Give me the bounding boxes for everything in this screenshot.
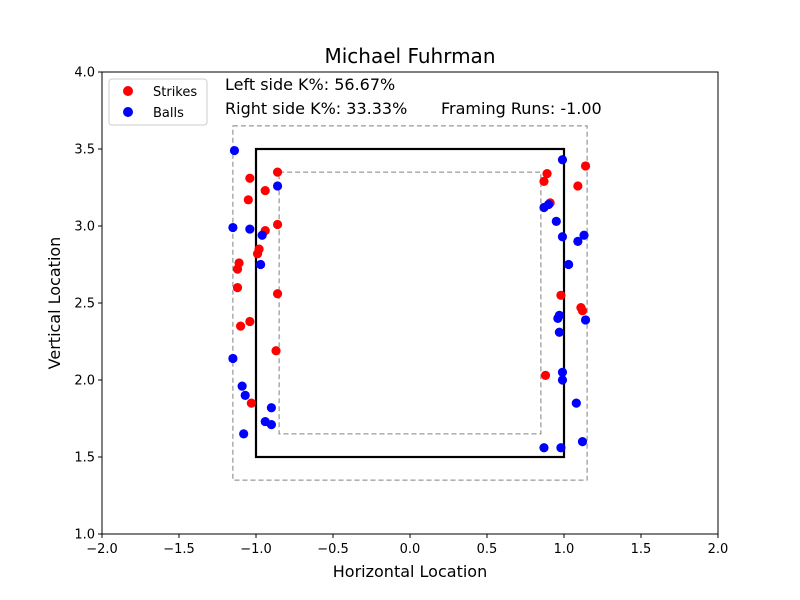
strike-point bbox=[577, 306, 588, 316]
ball-point bbox=[266, 420, 276, 430]
pitch-points bbox=[228, 145, 591, 453]
ball-point bbox=[228, 353, 238, 364]
strike-point bbox=[245, 316, 255, 327]
strike-point bbox=[539, 176, 549, 186]
ball-point bbox=[577, 437, 588, 447]
x-tick-label: −1.0 bbox=[240, 542, 272, 557]
ball-point bbox=[272, 181, 283, 191]
legend-balls-marker bbox=[123, 107, 133, 117]
y-axis-label: Vertical Location bbox=[45, 237, 64, 370]
legend-strikes-label: Strikes bbox=[153, 85, 197, 100]
framing-runs: Framing Runs: -1.00 bbox=[441, 99, 602, 118]
ball-point bbox=[229, 145, 240, 156]
ball-point bbox=[557, 375, 568, 385]
ball-point bbox=[564, 259, 574, 270]
y-tick-label: 1.0 bbox=[74, 528, 95, 543]
y-tick-label: 4.0 bbox=[74, 66, 95, 81]
strike-point bbox=[246, 398, 256, 408]
x-tick-label: −1.5 bbox=[163, 542, 195, 557]
chart-title: Michael Fuhrman bbox=[324, 44, 495, 68]
strike-zone-boundary bbox=[254, 147, 566, 459]
ball-point bbox=[256, 259, 266, 270]
outer-zone-boundary bbox=[232, 125, 588, 481]
y-tick-label: 1.5 bbox=[74, 451, 95, 466]
legend-strikes-marker bbox=[123, 86, 133, 96]
ball-point bbox=[556, 443, 566, 453]
x-tick-label: 0.0 bbox=[400, 542, 421, 557]
x-tick-label: 2.0 bbox=[708, 542, 729, 557]
plot-area bbox=[101, 71, 719, 535]
strike-point bbox=[272, 289, 283, 299]
strike-point bbox=[580, 161, 591, 171]
strike-point bbox=[243, 195, 253, 205]
strike-point bbox=[540, 370, 551, 380]
ball-point bbox=[571, 398, 581, 408]
strike-point bbox=[272, 167, 283, 177]
ball-point bbox=[228, 222, 238, 233]
ball-point bbox=[240, 390, 250, 400]
strike-point bbox=[542, 169, 552, 179]
ball-point bbox=[266, 403, 276, 413]
y-tick-label: 3.0 bbox=[74, 220, 95, 235]
ball-point bbox=[551, 216, 561, 226]
legend: Strikes Balls bbox=[108, 78, 208, 126]
strike-point bbox=[272, 219, 283, 230]
ball-point bbox=[557, 367, 568, 377]
strike-point bbox=[245, 173, 255, 183]
ball-point bbox=[544, 199, 554, 210]
strike-point bbox=[573, 181, 583, 191]
x-axis: −2.0 −1.5 −1.0 −0.5 0.0 0.5 1.0 1.5 2.0 bbox=[86, 534, 728, 557]
inner-zone-boundary bbox=[278, 171, 542, 435]
y-tick-label: 2.5 bbox=[74, 297, 95, 312]
y-axis: 1.0 1.5 2.0 2.5 3.0 3.5 4.0 bbox=[74, 66, 102, 543]
ball-point bbox=[553, 313, 563, 323]
y-tick-label: 3.5 bbox=[74, 143, 95, 158]
strike-point bbox=[236, 321, 246, 331]
strike-point bbox=[260, 185, 270, 196]
strike-point bbox=[556, 290, 566, 300]
ball-point bbox=[580, 315, 591, 325]
x-axis-label: Horizontal Location bbox=[333, 562, 487, 581]
x-tick-label: −2.0 bbox=[86, 542, 118, 557]
strike-point bbox=[271, 346, 281, 356]
ball-point bbox=[539, 443, 549, 453]
strike-point bbox=[252, 249, 263, 259]
ball-point bbox=[245, 224, 255, 234]
x-tick-label: −0.5 bbox=[317, 542, 349, 557]
x-tick-label: 0.5 bbox=[477, 542, 498, 557]
ball-point bbox=[237, 381, 247, 391]
legend-box bbox=[108, 78, 208, 126]
x-tick-label: 1.0 bbox=[554, 542, 575, 557]
strike-point bbox=[232, 264, 243, 274]
ball-point bbox=[239, 429, 249, 439]
left-side-k-percent: Left side K%: 56.67% bbox=[225, 75, 395, 94]
ball-point bbox=[257, 230, 267, 240]
y-tick-label: 2.0 bbox=[74, 374, 95, 389]
strike-point bbox=[232, 283, 243, 293]
ball-point bbox=[557, 232, 568, 242]
legend-balls-label: Balls bbox=[153, 106, 184, 121]
ball-point bbox=[557, 155, 568, 165]
x-tick-label: 1.5 bbox=[631, 542, 652, 557]
ball-point bbox=[573, 236, 583, 246]
right-side-k-percent: Right side K%: 33.33% bbox=[225, 99, 407, 118]
ball-point bbox=[579, 230, 589, 240]
zone-boxes bbox=[232, 125, 588, 481]
ball-point bbox=[554, 327, 564, 337]
